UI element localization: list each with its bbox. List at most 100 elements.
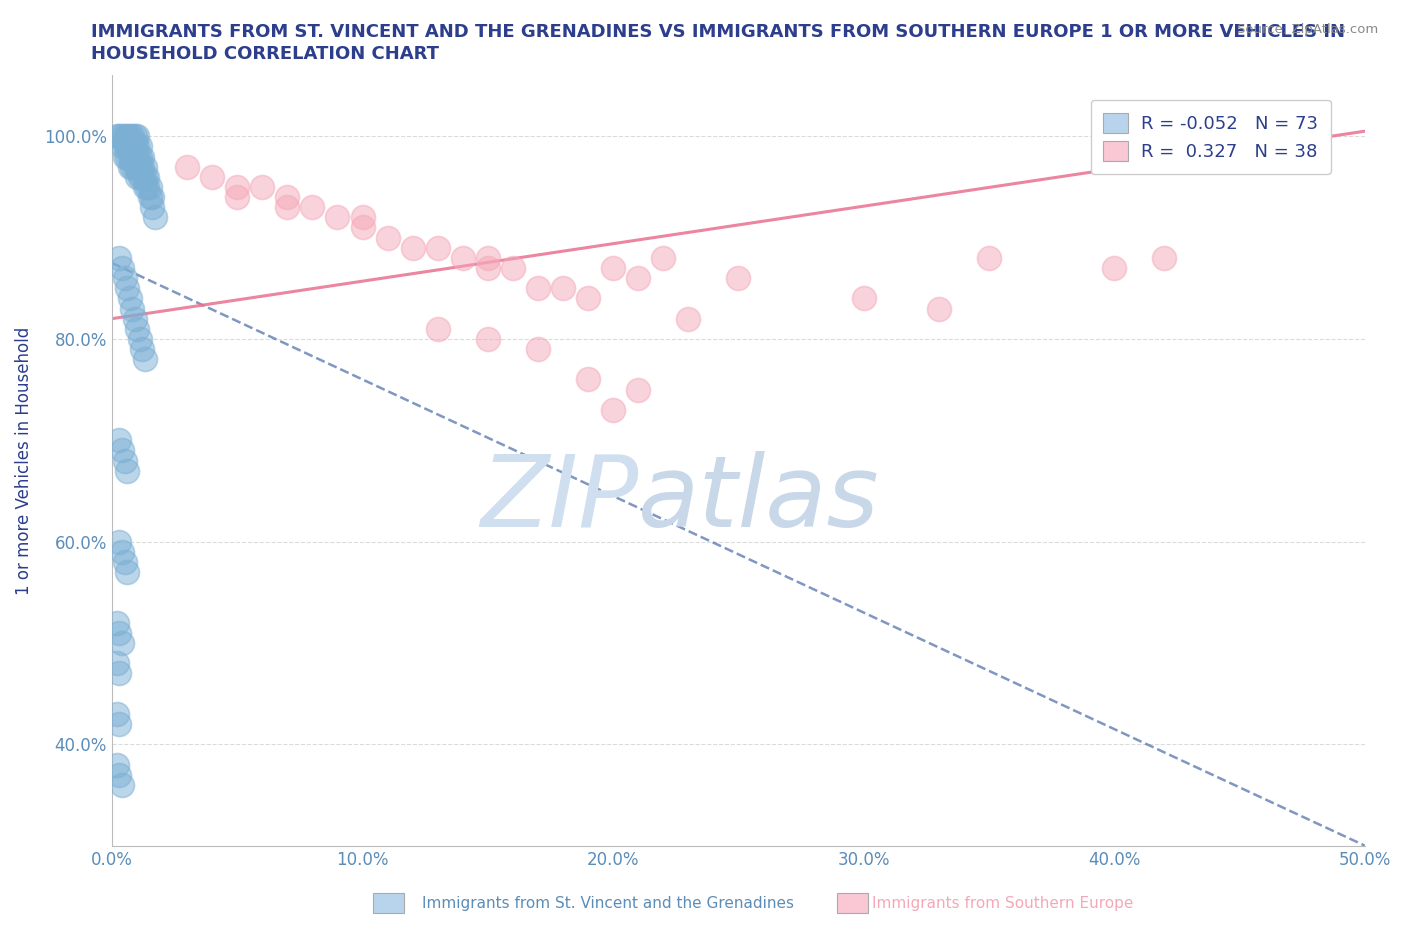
Point bbox=[115, 139, 138, 153]
Point bbox=[108, 432, 131, 447]
Point bbox=[131, 169, 153, 184]
Point bbox=[105, 707, 128, 722]
Point bbox=[1153, 250, 1175, 265]
Point bbox=[252, 179, 274, 194]
Point bbox=[108, 717, 131, 732]
Point bbox=[118, 149, 141, 164]
Point bbox=[128, 149, 150, 164]
Point bbox=[138, 179, 160, 194]
Point bbox=[128, 169, 150, 184]
Point bbox=[136, 169, 159, 184]
Point bbox=[124, 129, 146, 144]
Point bbox=[115, 565, 138, 579]
Point bbox=[118, 159, 141, 174]
Point bbox=[1102, 260, 1125, 275]
Point bbox=[118, 139, 141, 153]
Point bbox=[727, 271, 749, 286]
Point bbox=[401, 240, 423, 255]
Point bbox=[121, 139, 143, 153]
Point bbox=[527, 281, 550, 296]
Point bbox=[118, 129, 141, 144]
Point bbox=[108, 625, 131, 640]
Point bbox=[121, 301, 143, 316]
Point bbox=[125, 322, 148, 337]
Point bbox=[201, 169, 224, 184]
Point bbox=[111, 443, 134, 458]
Point bbox=[652, 250, 675, 265]
Point bbox=[1229, 129, 1251, 144]
Point bbox=[131, 159, 153, 174]
Point bbox=[131, 149, 153, 164]
Y-axis label: 1 or more Vehicles in Household: 1 or more Vehicles in Household bbox=[15, 326, 32, 594]
Point bbox=[125, 149, 148, 164]
Point bbox=[121, 149, 143, 164]
Point bbox=[114, 149, 136, 164]
Point bbox=[111, 635, 134, 650]
Point bbox=[131, 341, 153, 356]
Point bbox=[121, 129, 143, 144]
Text: Immigrants from St. Vincent and the Grenadines: Immigrants from St. Vincent and the Gren… bbox=[422, 897, 794, 911]
Point bbox=[124, 139, 146, 153]
Point bbox=[928, 301, 950, 316]
Point bbox=[124, 312, 146, 326]
Point bbox=[426, 240, 449, 255]
Point bbox=[121, 159, 143, 174]
Point bbox=[477, 331, 499, 346]
Point bbox=[852, 291, 875, 306]
Point bbox=[502, 260, 524, 275]
Text: Source: ZipAtlas.com: Source: ZipAtlas.com bbox=[1237, 23, 1378, 36]
Point bbox=[105, 616, 128, 631]
Point bbox=[108, 666, 131, 681]
Point bbox=[226, 179, 249, 194]
Legend: R = -0.052   N = 73, R =  0.327   N = 38: R = -0.052 N = 73, R = 0.327 N = 38 bbox=[1091, 100, 1330, 174]
Point bbox=[115, 281, 138, 296]
Point bbox=[276, 200, 298, 215]
Point bbox=[477, 250, 499, 265]
Point bbox=[352, 220, 374, 235]
Point bbox=[627, 382, 650, 397]
Text: atlas: atlas bbox=[638, 450, 880, 548]
Text: ZIP: ZIP bbox=[479, 450, 638, 548]
Point bbox=[138, 190, 160, 205]
Point bbox=[576, 372, 599, 387]
Point bbox=[602, 260, 624, 275]
Point bbox=[136, 179, 159, 194]
Point bbox=[276, 190, 298, 205]
Text: Immigrants from Southern Europe: Immigrants from Southern Europe bbox=[872, 897, 1133, 911]
Point bbox=[678, 312, 700, 326]
Point bbox=[124, 159, 146, 174]
Point bbox=[125, 169, 148, 184]
Point bbox=[115, 463, 138, 478]
Point bbox=[426, 322, 449, 337]
Point bbox=[301, 200, 323, 215]
Point bbox=[105, 656, 128, 671]
Point bbox=[377, 230, 399, 245]
Point bbox=[128, 159, 150, 174]
Point bbox=[114, 554, 136, 569]
Point bbox=[143, 210, 166, 225]
Point bbox=[105, 129, 128, 144]
Point bbox=[125, 129, 148, 144]
Point bbox=[134, 352, 156, 366]
Point bbox=[111, 260, 134, 275]
Point bbox=[111, 129, 134, 144]
Point bbox=[326, 210, 349, 225]
Point bbox=[111, 544, 134, 559]
Point bbox=[114, 271, 136, 286]
Point bbox=[551, 281, 574, 296]
Point bbox=[977, 250, 1000, 265]
Point bbox=[226, 190, 249, 205]
Point bbox=[352, 210, 374, 225]
Point bbox=[527, 341, 550, 356]
Point bbox=[114, 129, 136, 144]
Point bbox=[115, 129, 138, 144]
Point bbox=[176, 159, 198, 174]
Point bbox=[477, 260, 499, 275]
Point bbox=[125, 139, 148, 153]
Text: IMMIGRANTS FROM ST. VINCENT AND THE GRENADINES VS IMMIGRANTS FROM SOUTHERN EUROP: IMMIGRANTS FROM ST. VINCENT AND THE GREN… bbox=[91, 23, 1346, 41]
Point bbox=[602, 403, 624, 418]
Point bbox=[115, 149, 138, 164]
Point bbox=[128, 139, 150, 153]
Point bbox=[111, 139, 134, 153]
Point bbox=[627, 271, 650, 286]
